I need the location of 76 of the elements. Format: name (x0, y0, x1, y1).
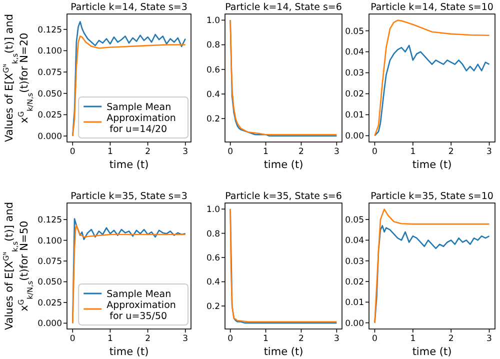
y-tick-label: 0.075 (38, 68, 62, 78)
y-tick-label: 0.04 (345, 236, 364, 246)
y-tick-label: 0.05 (345, 26, 364, 37)
y-tick-label: 0.075 (38, 257, 62, 267)
x-tick-label: 1 (263, 334, 268, 344)
x-tick-label: 0 (70, 147, 76, 157)
x-tick-label: 0 (70, 334, 76, 344)
y-tick-label: 0.8 (206, 229, 220, 240)
y-tick-label: 0.050 (38, 278, 62, 288)
y-tick-label: 0.03 (345, 68, 364, 79)
legend-label: Sample Mean (106, 102, 172, 113)
y-tick-label: 0.8 (206, 40, 220, 51)
y-tick-label: 0.025 (38, 298, 62, 308)
y-tick-label: 0.2 (206, 114, 220, 125)
legend-label: Approximation for u=35/50 (106, 300, 176, 322)
x-tick-label: 1 (108, 147, 113, 157)
chart-title: Particle k=14, State s=3 (70, 2, 188, 13)
y-tick-label: 0.4 (206, 90, 220, 100)
x-tick-label: 2 (448, 147, 454, 157)
x-tick-label: 0 (372, 334, 378, 344)
line-series (374, 44, 490, 136)
y-tick-label: 1.0 (206, 205, 220, 216)
x-tick-label: 3 (486, 334, 492, 344)
x-tick-label: 3 (334, 334, 340, 344)
y-tick-label: 0.6 (206, 65, 220, 76)
x-axis-title: time (t) (412, 159, 452, 171)
y-tick-label: 0.01 (345, 110, 364, 121)
y-tick-label: 0.02 (345, 277, 364, 288)
y-tick-label: 0.4 (206, 278, 220, 288)
y-tick-label: 1.0 (206, 16, 220, 26)
y-tick-label: 0.000 (38, 132, 62, 142)
x-tick-label: 1 (263, 147, 268, 157)
y-tick-label: 0.2 (206, 302, 220, 312)
x-tick-label: 1 (108, 334, 113, 344)
x-tick-label: 3 (182, 334, 188, 344)
y-tick-label: 0.100 (38, 236, 62, 246)
x-axis-title: time (t) (264, 346, 304, 358)
x-tick-label: 2 (298, 334, 304, 344)
y-tick-label: 0.125 (38, 216, 62, 226)
chart-title: Particle k=14, State s=6 (225, 2, 342, 13)
x-tick-label: 0 (228, 147, 234, 157)
x-axis-title: time (t) (109, 346, 149, 358)
y-tick-label: 0.02 (345, 90, 364, 100)
y-tick-label: 0.00 (345, 318, 364, 329)
y-tick-label: 0.03 (345, 256, 364, 267)
y-tick-label: 0.025 (38, 110, 62, 121)
x-axis-title: time (t) (264, 159, 304, 171)
y-tick-label: 0.04 (345, 48, 364, 58)
legend-label: Approximation for u=14/20 (106, 113, 176, 135)
x-tick-label: 2 (145, 334, 150, 344)
x-tick-label: 0 (228, 334, 234, 344)
chart-title: Particle k=35, State s=10 (370, 191, 494, 202)
x-axis-title: time (t) (109, 159, 149, 171)
x-tick-label: 3 (334, 147, 340, 157)
y-tick-label: 0.125 (38, 25, 62, 36)
x-tick-label: 1 (410, 334, 416, 344)
x-tick-label: 2 (145, 147, 150, 157)
y-tick-label: 0.100 (38, 46, 62, 57)
y-tick-label: 0.050 (38, 89, 62, 100)
legend-label: Sample Mean (106, 289, 172, 300)
chart-title: Particle k=35, State s=6 (225, 191, 342, 202)
x-tick-label: 3 (486, 147, 492, 157)
chart-title: Particle k=14, State s=10 (370, 2, 494, 13)
y-tick-label: 0.05 (345, 216, 364, 226)
x-tick-label: 2 (298, 147, 304, 157)
line-series (374, 20, 490, 136)
x-tick-label: 2 (448, 334, 454, 344)
y-tick-label: 0.6 (206, 253, 220, 264)
y-tick-label: 0.000 (38, 319, 62, 330)
x-tick-label: 1 (410, 147, 416, 157)
x-tick-label: 3 (182, 147, 188, 157)
x-axis-title: time (t) (412, 346, 452, 358)
chart-title: Particle k=35, State s=3 (70, 191, 188, 202)
y-tick-label: 0.00 (345, 132, 364, 142)
x-tick-label: 0 (372, 147, 378, 157)
y-tick-label: 0.01 (345, 298, 364, 308)
